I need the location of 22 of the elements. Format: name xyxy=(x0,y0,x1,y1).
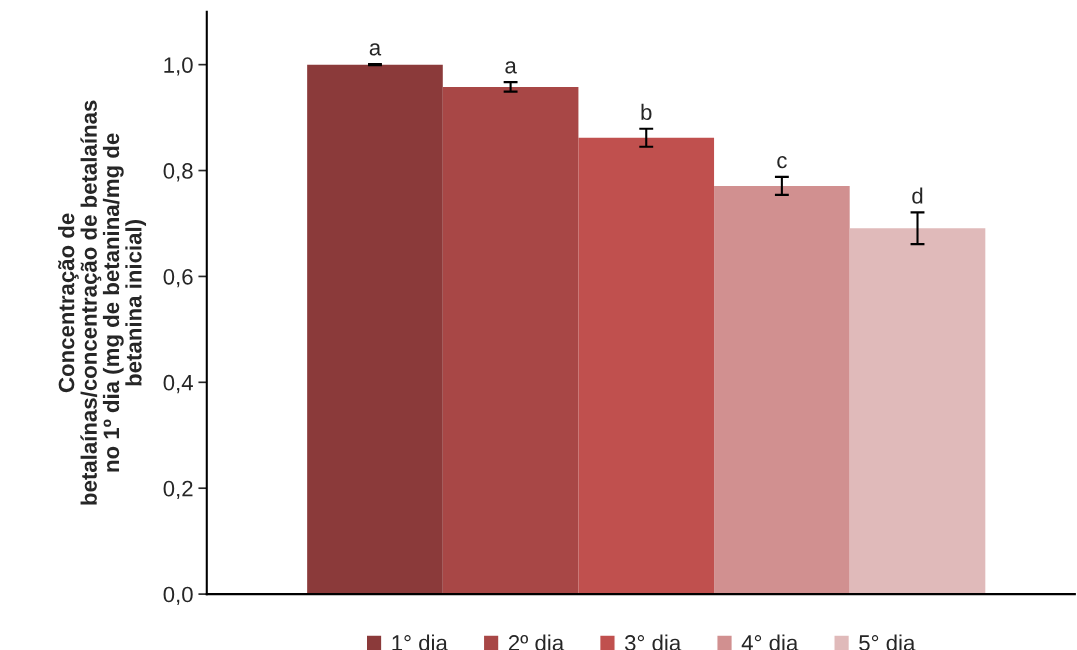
annotation: a xyxy=(369,43,382,56)
annotation: d xyxy=(912,187,923,204)
y-tick-label: 0,2 xyxy=(163,480,193,500)
bar xyxy=(307,64,443,595)
legend-label: 1° dia xyxy=(392,634,448,650)
legend-label: 2º dia xyxy=(508,634,565,650)
y-tick-label: 0,8 xyxy=(163,163,193,182)
annotation: c xyxy=(777,156,787,169)
y-tick-label: 0,4 xyxy=(163,374,193,394)
bar xyxy=(714,185,850,595)
legend-label: 3° dia xyxy=(624,634,682,650)
legend-label: 4° dia xyxy=(741,634,799,650)
legend-label: 5° dia xyxy=(859,634,916,650)
y-tick-label: 0,0 xyxy=(163,586,193,605)
y-tick-label: 1,0 xyxy=(164,57,193,76)
bar xyxy=(578,137,715,595)
y-axis-title: Concentração de betalaínas/concentração de betalaínas no 1º dia (mg de betanina/mg de betanina inicial) xyxy=(58,100,147,505)
bar xyxy=(442,86,579,595)
bar xyxy=(849,228,986,595)
annotation: b xyxy=(641,103,652,121)
annotation: a xyxy=(505,61,517,74)
y-tick-label: 0,6 xyxy=(163,268,193,288)
